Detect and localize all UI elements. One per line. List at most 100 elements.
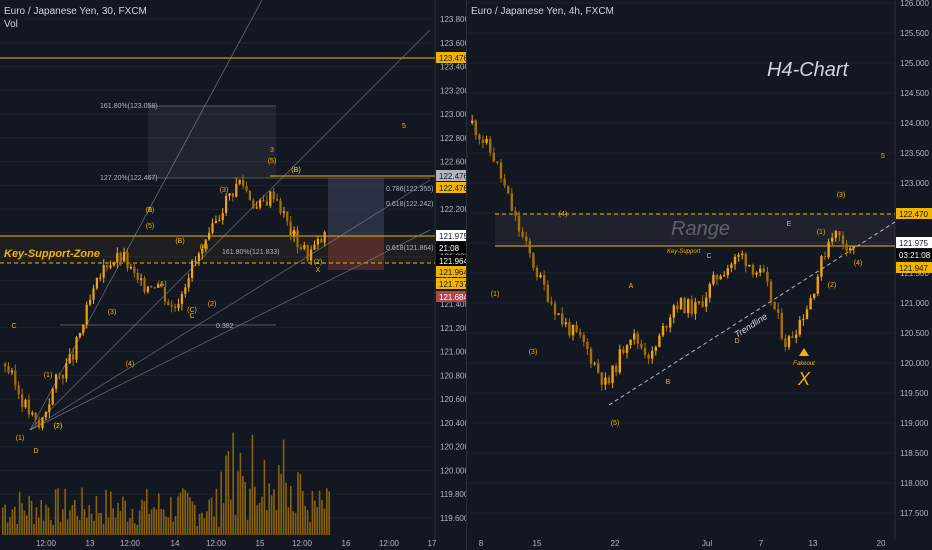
candle-body xyxy=(231,193,234,197)
y-tick-label: 121.500 xyxy=(900,269,929,278)
candle-body xyxy=(600,372,603,385)
volume-bar xyxy=(222,503,225,535)
volume-bar xyxy=(107,517,110,535)
wave-label: (5) xyxy=(611,420,620,427)
candle-body xyxy=(823,256,827,258)
y-tick-label: 121.000 xyxy=(440,348,466,357)
volume-bar xyxy=(52,524,54,535)
wave-label: C xyxy=(11,323,16,330)
wave-label: (1) xyxy=(146,207,155,214)
candle-body xyxy=(82,324,85,334)
chart-pane-30m[interactable]: 123.800 123.600 123.400 123.200 123.000 122.8… xyxy=(0,0,466,550)
candle-body xyxy=(741,253,744,256)
candle-body xyxy=(546,284,549,302)
x-tick-label: 20 xyxy=(877,539,886,548)
x-tick-label: 15 xyxy=(256,539,265,548)
price-tag: 121.975 xyxy=(439,232,466,241)
candle-body xyxy=(303,244,306,249)
wave-label: (B) xyxy=(291,167,300,174)
volume-bar xyxy=(323,508,326,535)
chart-canvas-30m[interactable]: 123.800 123.600 123.400 123.200 123.000 122.8… xyxy=(0,0,466,550)
volume-bar xyxy=(311,491,314,535)
wave-label: (3) xyxy=(220,187,229,194)
candle-body xyxy=(615,365,618,373)
candle-body xyxy=(705,297,708,307)
x-tick-label: 17 xyxy=(428,539,437,548)
volume-bar xyxy=(294,512,297,535)
candle-body xyxy=(517,215,521,232)
candle-body xyxy=(802,319,805,321)
chart-title: Euro / Japanese Yen, 4h, FXCM xyxy=(471,6,614,17)
candle-body xyxy=(65,363,68,379)
volume-bar xyxy=(131,508,134,535)
volume-bar xyxy=(210,497,213,535)
candle-body xyxy=(683,298,686,314)
y-tick-label: 122.800 xyxy=(440,134,466,143)
candle-body xyxy=(218,219,221,222)
x-tick-label: 12:00 xyxy=(292,539,313,548)
price-tag: 121.975 xyxy=(899,239,928,248)
range-label: Range xyxy=(671,218,730,240)
volume-bar xyxy=(242,476,244,535)
price-tag-bg xyxy=(436,242,466,253)
volume-bar xyxy=(47,507,50,535)
volume-bar xyxy=(38,517,40,535)
volume-bar xyxy=(290,485,292,535)
volume-bar xyxy=(14,506,16,535)
candle-body xyxy=(571,324,575,336)
candle-body xyxy=(27,399,30,415)
candle-body xyxy=(503,178,506,186)
volume-bar xyxy=(148,514,150,535)
wave-label: 5 xyxy=(881,153,885,160)
volume-bar xyxy=(306,510,309,535)
price-tag: 121.737 xyxy=(439,280,466,289)
price-tag-bg xyxy=(436,182,466,193)
chart-canvas-4h[interactable]: 126.000 125.500 125.000 124.500 124.000 123.5… xyxy=(467,0,932,550)
price-tag: 123.476 xyxy=(439,54,466,63)
candle-body xyxy=(129,266,132,269)
chart-pane-4h[interactable]: 126.000 125.500 125.000 124.500 124.000 123.5… xyxy=(466,0,932,550)
candle-body xyxy=(787,336,791,348)
candle-body xyxy=(48,404,51,412)
candle-body xyxy=(89,299,92,305)
candle-body xyxy=(687,299,690,314)
volume-bar xyxy=(153,507,155,535)
y-tick-label: 120.000 xyxy=(900,359,929,368)
candle-body xyxy=(834,231,837,238)
volume-bar xyxy=(167,517,170,535)
candle-body xyxy=(143,278,146,292)
volume-bar xyxy=(59,522,62,535)
volume-bar xyxy=(258,502,261,535)
candle-body xyxy=(259,200,262,208)
volume-bar xyxy=(273,489,275,535)
candle-body xyxy=(184,287,187,294)
y-tick-label: 123.000 xyxy=(440,110,466,119)
volume-bar xyxy=(220,471,222,535)
volume-bar xyxy=(239,452,242,535)
candle-body xyxy=(485,138,488,143)
y-tick-label: 120.500 xyxy=(900,329,929,338)
candle-body xyxy=(269,191,272,206)
fakeout-label: Fakeout xyxy=(793,361,815,367)
candle-body xyxy=(78,333,81,338)
volume-bar xyxy=(74,500,76,535)
wave-label: A xyxy=(629,283,634,290)
candle-body xyxy=(208,232,211,240)
wave-label: C xyxy=(189,313,194,320)
volume-bar xyxy=(21,503,23,535)
volume-bar xyxy=(110,491,112,535)
wave-label: (B) xyxy=(175,238,184,245)
candle-body xyxy=(272,191,275,200)
volume-bar xyxy=(314,500,316,535)
wave-label: B xyxy=(666,379,671,386)
candle-body xyxy=(252,200,255,209)
candle-body xyxy=(17,385,20,395)
volume-bar xyxy=(282,439,285,535)
volume-bar xyxy=(155,509,158,535)
candle-body xyxy=(306,244,309,261)
candle-body xyxy=(180,293,183,304)
volume-bar xyxy=(81,487,83,535)
y-tick-label: 121.200 xyxy=(440,324,466,333)
candle-body xyxy=(636,333,639,344)
price-tag-bg xyxy=(896,237,932,248)
